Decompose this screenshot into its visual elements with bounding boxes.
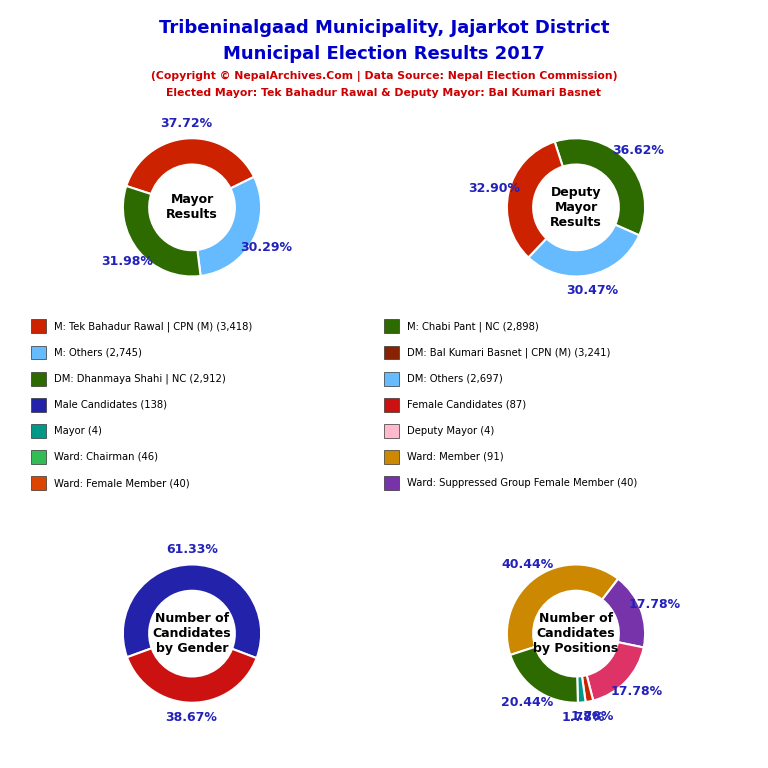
Text: 38.67%: 38.67% (165, 711, 217, 724)
Text: 36.62%: 36.62% (613, 144, 664, 157)
Text: Ward: Chairman (46): Ward: Chairman (46) (54, 452, 157, 462)
Wedge shape (578, 676, 586, 703)
Text: Number of
Candidates
by Gender: Number of Candidates by Gender (153, 612, 231, 655)
Text: Mayor
Results: Mayor Results (166, 194, 218, 221)
Wedge shape (528, 225, 639, 276)
Text: Female Candidates (87): Female Candidates (87) (407, 399, 526, 410)
Wedge shape (554, 138, 645, 235)
Wedge shape (127, 648, 257, 703)
Text: 30.47%: 30.47% (567, 283, 618, 296)
Text: Ward: Female Member (40): Ward: Female Member (40) (54, 478, 190, 488)
Text: Ward: Member (91): Ward: Member (91) (407, 452, 504, 462)
Text: DM: Dhanmaya Shahi | NC (2,912): DM: Dhanmaya Shahi | NC (2,912) (54, 373, 226, 384)
Text: Deputy
Mayor
Results: Deputy Mayor Results (550, 186, 602, 229)
Text: DM: Bal Kumari Basnet | CPN (M) (3,241): DM: Bal Kumari Basnet | CPN (M) (3,241) (407, 347, 611, 358)
Text: 30.29%: 30.29% (240, 241, 293, 254)
Text: Male Candidates (138): Male Candidates (138) (54, 399, 167, 410)
Text: M: Chabi Pant | NC (2,898): M: Chabi Pant | NC (2,898) (407, 321, 539, 332)
Text: M: Others (2,745): M: Others (2,745) (54, 347, 141, 358)
Wedge shape (587, 642, 644, 700)
Text: Municipal Election Results 2017: Municipal Election Results 2017 (223, 45, 545, 62)
Wedge shape (582, 675, 593, 702)
Wedge shape (126, 138, 254, 194)
Text: 32.90%: 32.90% (468, 182, 520, 195)
Wedge shape (507, 141, 563, 257)
Text: DM: Others (2,697): DM: Others (2,697) (407, 373, 503, 384)
Text: Mayor (4): Mayor (4) (54, 425, 101, 436)
Text: 1.78%: 1.78% (561, 711, 604, 724)
Text: 1.78%: 1.78% (571, 710, 614, 723)
Text: M: Tek Bahadur Rawal | CPN (M) (3,418): M: Tek Bahadur Rawal | CPN (M) (3,418) (54, 321, 252, 332)
Text: 17.78%: 17.78% (611, 685, 663, 698)
Text: Elected Mayor: Tek Bahadur Rawal & Deputy Mayor: Bal Kumari Basnet: Elected Mayor: Tek Bahadur Rawal & Deput… (167, 88, 601, 98)
Wedge shape (197, 177, 261, 276)
Text: 61.33%: 61.33% (167, 543, 219, 556)
Text: (Copyright © NepalArchives.Com | Data Source: Nepal Election Commission): (Copyright © NepalArchives.Com | Data So… (151, 71, 617, 81)
Text: Tribeninalgaad Municipality, Jajarkot District: Tribeninalgaad Municipality, Jajarkot Di… (159, 19, 609, 37)
Text: 40.44%: 40.44% (502, 558, 554, 571)
Text: 31.98%: 31.98% (101, 254, 153, 267)
Wedge shape (123, 186, 200, 276)
Text: 17.78%: 17.78% (629, 598, 681, 611)
Wedge shape (602, 579, 645, 647)
Text: 37.72%: 37.72% (160, 117, 212, 130)
Wedge shape (510, 647, 578, 703)
Wedge shape (123, 564, 261, 658)
Text: Number of
Candidates
by Positions: Number of Candidates by Positions (533, 612, 619, 655)
Text: Deputy Mayor (4): Deputy Mayor (4) (407, 425, 495, 436)
Wedge shape (507, 564, 618, 655)
Text: Ward: Suppressed Group Female Member (40): Ward: Suppressed Group Female Member (40… (407, 478, 637, 488)
Text: 20.44%: 20.44% (502, 696, 554, 709)
